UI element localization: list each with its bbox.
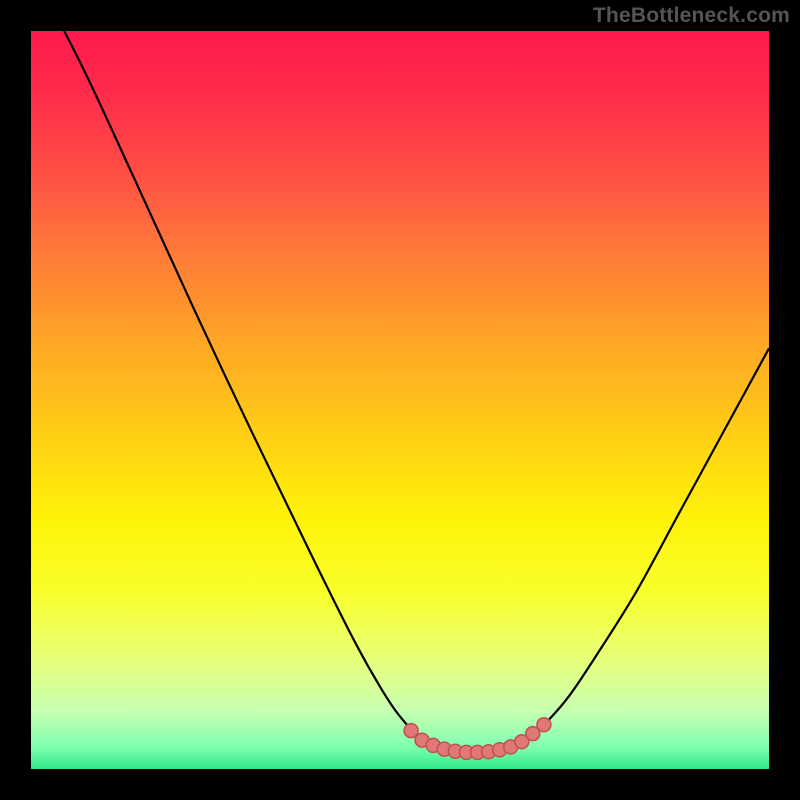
bottleneck-curve <box>64 31 769 753</box>
watermark-text: TheBottleneck.com <box>593 4 790 28</box>
basin-marker <box>537 718 551 732</box>
chart-container: { "watermark": { "text": "TheBottleneck.… <box>0 0 800 800</box>
plot-area <box>31 31 769 769</box>
bottleneck-curve-layer <box>31 31 769 769</box>
